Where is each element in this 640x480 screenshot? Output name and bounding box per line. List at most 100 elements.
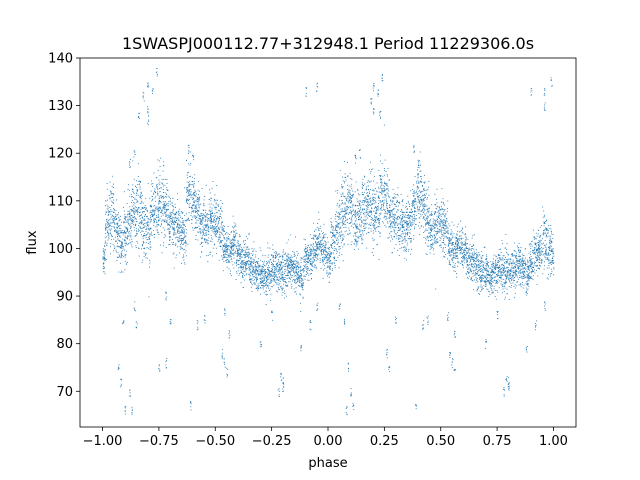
data-point (105, 242, 106, 244)
data-point (133, 224, 134, 226)
data-point (268, 278, 270, 280)
data-point (197, 239, 199, 241)
data-point (353, 243, 355, 245)
data-point (396, 233, 397, 235)
data-point (295, 262, 297, 264)
data-point (394, 208, 396, 210)
data-point (221, 221, 223, 223)
data-point (203, 205, 205, 207)
data-point (188, 199, 190, 200)
data-point (214, 215, 216, 217)
data-point (144, 205, 146, 206)
data-point (310, 234, 312, 236)
data-point (401, 218, 403, 219)
data-point (104, 258, 106, 260)
data-point (297, 252, 299, 254)
data-point (418, 212, 420, 214)
data-point (129, 242, 131, 244)
data-point (251, 282, 252, 284)
data-point (343, 243, 345, 245)
data-point (120, 224, 122, 226)
data-point (122, 238, 124, 240)
data-point (134, 218, 136, 220)
data-point (255, 268, 257, 270)
data-point (393, 226, 395, 228)
data-point (225, 257, 227, 259)
data-point (261, 270, 263, 272)
data-point (244, 254, 246, 256)
data-point (161, 196, 163, 198)
data-point (224, 250, 226, 252)
data-point (134, 217, 136, 219)
data-point (396, 231, 398, 233)
data-point (370, 180, 372, 182)
data-point (348, 233, 350, 235)
data-point (330, 237, 332, 239)
data-point (142, 207, 144, 209)
data-point (268, 266, 270, 268)
data-point (120, 262, 122, 264)
data-point (354, 249, 356, 250)
data-point (389, 204, 391, 206)
data-point (103, 267, 105, 269)
data-point (175, 232, 177, 234)
data-point (370, 228, 372, 230)
data-point (137, 189, 139, 191)
data-point (308, 249, 310, 251)
data-point (144, 253, 146, 255)
data-point (125, 254, 127, 256)
data-point (223, 230, 225, 232)
data-point (297, 273, 299, 275)
data-point (143, 226, 145, 228)
data-point (195, 218, 196, 219)
data-point (141, 201, 143, 203)
data-point (112, 217, 114, 219)
data-point (145, 237, 147, 238)
data-point (124, 240, 126, 242)
data-point (216, 232, 218, 234)
data-point (219, 231, 221, 233)
data-point (173, 221, 175, 223)
data-point (179, 225, 181, 227)
data-point (279, 269, 281, 270)
data-point (121, 232, 123, 234)
data-point (305, 267, 307, 269)
data-point (270, 293, 272, 295)
data-point (285, 260, 287, 262)
data-point (377, 207, 379, 209)
data-point (386, 188, 388, 190)
data-point (230, 251, 232, 253)
data-point (214, 217, 216, 219)
data-point (184, 214, 186, 216)
data-point (331, 253, 333, 255)
data-point (257, 274, 259, 275)
data-point (145, 228, 147, 230)
data-point (346, 175, 348, 177)
data-point (162, 207, 164, 208)
data-point (199, 230, 201, 232)
data-point (196, 211, 198, 213)
data-point (121, 244, 123, 246)
data-point (181, 221, 183, 223)
data-point (312, 237, 314, 239)
data-point (309, 250, 311, 252)
data-point (272, 257, 274, 259)
data-point (408, 248, 410, 250)
data-point (190, 207, 192, 209)
data-point (126, 221, 128, 223)
data-point (392, 222, 394, 224)
data-point (114, 227, 115, 229)
data-point (329, 255, 331, 257)
data-point (311, 249, 313, 251)
data-point (300, 283, 302, 284)
data-point (163, 205, 165, 207)
data-point (108, 225, 110, 227)
data-point (367, 208, 369, 210)
data-point (106, 220, 107, 222)
data-point (256, 260, 257, 262)
data-point (228, 249, 230, 251)
data-point (220, 232, 222, 234)
data-point (215, 208, 217, 210)
data-point (216, 185, 218, 186)
data-point (251, 257, 253, 259)
